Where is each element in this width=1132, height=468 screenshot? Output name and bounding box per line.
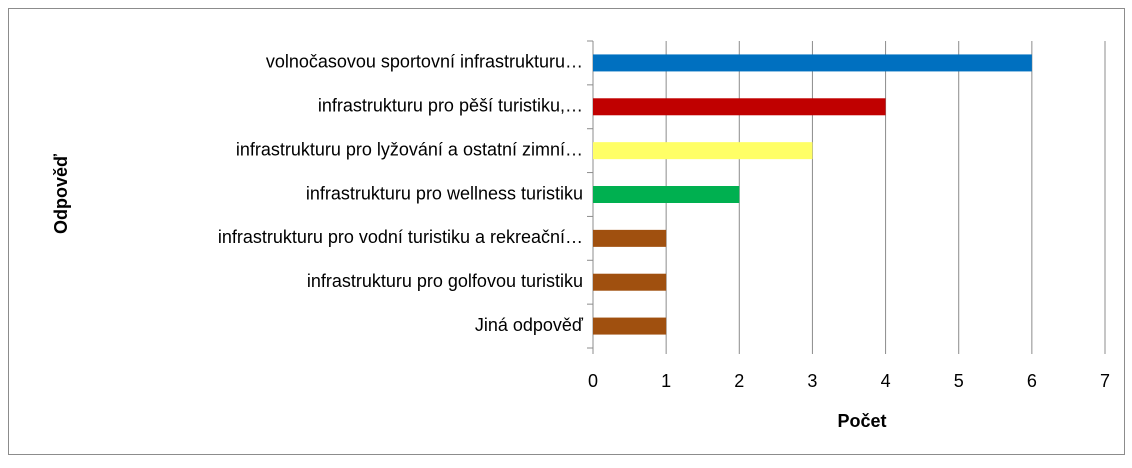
chart-border [8,8,1125,455]
x-tick-label: 1 [661,371,671,391]
x-tick-label: 2 [734,371,744,391]
x-tick-label: 4 [881,371,891,391]
bar [593,186,740,203]
y-tick-label: Jiná odpověď [475,315,584,335]
y-tick-label: infrastrukturu pro lyžování a ostatní zi… [236,139,583,159]
bar [593,317,667,335]
bar [593,273,667,291]
bar [593,98,886,116]
y-tick-label: infrastrukturu pro wellness turistiku [306,183,583,203]
x-tick-label: 3 [807,371,817,391]
y-axis-label: Odpověď [51,154,71,234]
x-axis-label: Počet [837,411,886,431]
x-tick-label: 7 [1100,371,1110,391]
bar [593,142,813,160]
y-tick-label: volnočasovou sportovní infrastrukturu… [266,52,583,72]
y-tick-label: infrastrukturu pro pěší turistiku,… [318,96,583,116]
x-tick-label: 0 [588,371,598,391]
bar [593,54,1032,72]
y-tick-label: infrastrukturu pro golfovou turistiku [307,271,583,291]
x-tick-label: 5 [954,371,964,391]
bar [593,229,667,247]
y-tick-label: infrastrukturu pro vodní turistiku a rek… [218,227,583,247]
x-tick-label: 6 [1027,371,1037,391]
